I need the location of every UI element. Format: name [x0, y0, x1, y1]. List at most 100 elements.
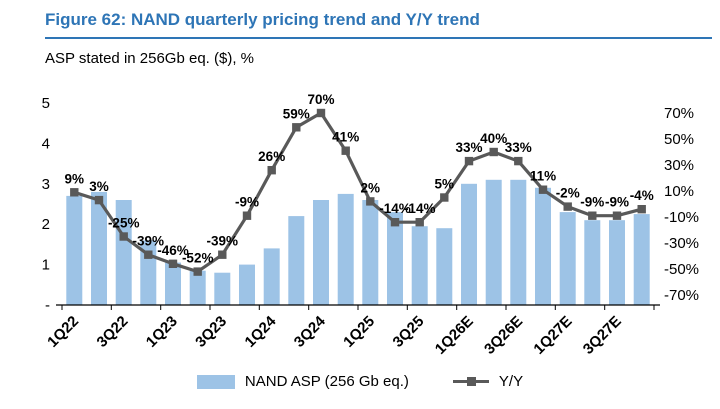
x-axis-label: 1Q25 — [340, 313, 378, 351]
legend-label-asp: NAND ASP (256 Gb eq.) — [244, 373, 409, 390]
yy-data-label: -25% — [108, 216, 140, 231]
asp-bar — [584, 220, 601, 305]
yy-marker — [390, 218, 400, 227]
left-axis-label: 1 — [42, 257, 50, 274]
right-axis-label: 70% — [664, 105, 694, 122]
asp-bar — [387, 212, 403, 305]
asp-bar — [313, 200, 329, 305]
left-axis-label: 3 — [42, 176, 50, 193]
yy-data-label: -9% — [580, 195, 604, 210]
legend-label-yy: Y/Y — [498, 373, 524, 390]
yy-marker — [292, 123, 301, 132]
asp-bar — [559, 212, 576, 305]
yy-marker — [119, 232, 128, 241]
yy-data-label: -4% — [630, 188, 654, 203]
legend-swatch-asp-bar — [196, 374, 235, 389]
yy-data-label: -9% — [605, 195, 629, 210]
figure-header: Figure 62: NAND quarterly pricing trend … — [45, 10, 712, 40]
yy-marker — [612, 211, 622, 220]
right-axis-label: 30% — [664, 157, 694, 174]
yy-data-label: 33% — [455, 140, 482, 155]
x-axis-label: 1Q24 — [242, 312, 280, 350]
right-axis-label: -70% — [664, 287, 699, 304]
asp-bar — [411, 226, 428, 305]
right-axis-label: -10% — [664, 209, 699, 226]
x-axis-label: 1Q27E — [530, 313, 575, 358]
asp-bar — [535, 187, 551, 305]
asp-bar — [485, 179, 502, 305]
yy-marker — [538, 185, 548, 194]
yy-marker — [144, 250, 153, 259]
yy-data-label: -46% — [157, 243, 189, 258]
yy-data-label: 33% — [505, 140, 532, 155]
x-axis-label: 3Q25 — [390, 313, 428, 351]
yy-data-label: 5% — [435, 177, 455, 192]
x-axis-label: 1Q23 — [143, 313, 181, 351]
legend-square-marker-icon — [466, 377, 476, 386]
asp-bar — [189, 270, 206, 305]
left-axis-label: 5 — [42, 95, 50, 112]
yy-data-label: -39% — [133, 234, 165, 249]
yy-marker — [168, 259, 178, 268]
right-axis-label: -30% — [664, 235, 699, 252]
asp-bar — [239, 264, 255, 305]
right-axis-label: -50% — [664, 261, 699, 278]
figure-subtitle: ASP stated in 256Gb eq. ($), % — [45, 50, 255, 67]
yy-marker — [563, 202, 572, 211]
asp-bar — [436, 228, 453, 305]
yy-data-label: 26% — [258, 149, 285, 164]
yy-data-label: 11% — [530, 169, 556, 184]
asp-bar — [609, 220, 625, 305]
x-axis-label: 3Q24 — [291, 312, 329, 350]
asp-bar — [510, 179, 527, 305]
legend-line-marker-yy — [452, 377, 489, 386]
asp-bar — [263, 248, 280, 305]
yy-marker — [70, 188, 79, 197]
left-axis-label: - — [45, 297, 50, 314]
asp-bar — [214, 272, 231, 305]
yy-data-label: -14% — [379, 201, 411, 216]
asp-bar — [115, 200, 132, 305]
yy-marker — [94, 195, 104, 205]
asp-bar — [165, 262, 181, 305]
yy-data-label: 9% — [65, 171, 85, 186]
yy-data-label: -39% — [207, 234, 239, 249]
yy-marker — [218, 250, 227, 259]
x-axis-label: 1Q22 — [44, 313, 82, 351]
left-axis-label: 2 — [42, 216, 50, 233]
yy-marker — [514, 156, 523, 166]
yy-data-label: 40% — [480, 131, 507, 146]
asp-bar — [66, 195, 83, 305]
yy-data-label: 3% — [89, 179, 109, 194]
asp-bar — [461, 183, 477, 305]
figure-title: Figure 62: NAND quarterly pricing trend … — [45, 10, 480, 29]
yy-data-label: -2% — [556, 186, 580, 201]
yy-marker — [588, 211, 597, 220]
asp-bar — [633, 214, 650, 305]
chart-legend: NAND ASP (256 Gb eq.) Y/Y — [0, 373, 720, 390]
asp-bar — [362, 200, 379, 305]
yy-marker — [193, 267, 202, 276]
yy-data-label: 59% — [283, 106, 310, 121]
yy-marker — [415, 218, 424, 227]
asp-bar — [337, 193, 354, 305]
yy-marker — [267, 166, 276, 175]
x-axis-label: 3Q22 — [94, 313, 132, 351]
yy-marker — [440, 193, 449, 202]
yy-data-label: 70% — [307, 92, 334, 107]
x-axis-label: 3Q26E — [481, 313, 526, 358]
yy-marker — [316, 108, 326, 118]
yy-marker — [637, 205, 646, 214]
yy-data-label: -9% — [235, 195, 259, 210]
yy-marker — [366, 197, 375, 206]
yy-data-label: 41% — [332, 130, 359, 145]
x-axis-label: 3Q23 — [192, 313, 230, 351]
yy-marker — [464, 156, 474, 166]
yy-marker — [489, 147, 498, 157]
yy-marker — [341, 146, 350, 155]
yy-data-label: -52% — [182, 251, 214, 266]
x-axis-label: 1Q26E — [432, 313, 477, 358]
right-axis-label: 50% — [664, 131, 694, 148]
yy-data-label: -14% — [404, 201, 436, 216]
